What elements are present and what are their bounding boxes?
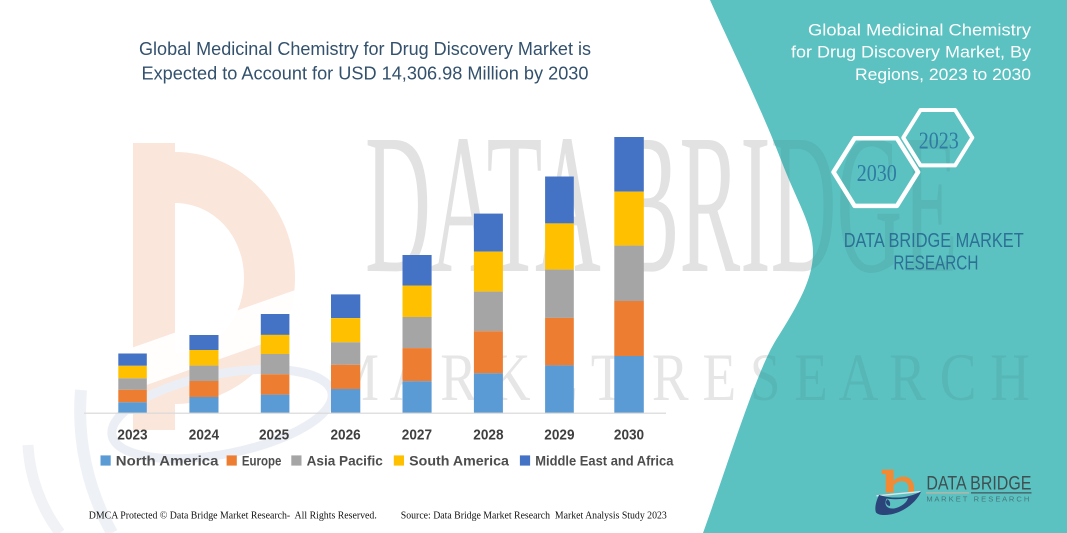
- svg-text:2025: 2025: [259, 427, 289, 443]
- svg-text:Expected to Account for USD 14: Expected to Account for USD 14,306.98 Mi…: [142, 63, 589, 84]
- svg-text:North America: North America: [116, 453, 219, 469]
- svg-text:2027: 2027: [402, 427, 432, 443]
- svg-text:M A R K E T R E S E A R C H: M A R K E T R E S E A R C H: [926, 495, 1029, 504]
- svg-text:2024: 2024: [189, 427, 220, 443]
- svg-text:South America: South America: [409, 453, 509, 469]
- svg-text:DMCA Protected © Data Bridge M: DMCA Protected © Data Bridge Market Rese…: [89, 510, 377, 522]
- svg-text:2030: 2030: [614, 427, 644, 443]
- svg-text:for Drug Discovery Market, By: for Drug Discovery Market, By: [791, 43, 1032, 62]
- svg-text:RESEARCH: RESEARCH: [893, 251, 978, 274]
- svg-text:DATA BRIDGE: DATA BRIDGE: [926, 474, 1031, 495]
- svg-text:Regions, 2023 to 2030: Regions, 2023 to 2030: [855, 65, 1031, 84]
- svg-text:2026: 2026: [331, 427, 361, 443]
- svg-text:2029: 2029: [544, 427, 574, 443]
- svg-text:Middle East and Africa: Middle East and Africa: [535, 453, 673, 469]
- svg-text:2023: 2023: [117, 427, 147, 443]
- svg-text:2028: 2028: [473, 427, 503, 443]
- svg-text:2023: 2023: [919, 128, 959, 154]
- svg-text:DATA BRIDGE MARKET: DATA BRIDGE MARKET: [844, 229, 1024, 252]
- svg-text:2030: 2030: [857, 161, 897, 187]
- svg-text:Global Medicinal Chemistry: Global Medicinal Chemistry: [808, 21, 1032, 40]
- svg-text:Global Medicinal Chemistry for: Global Medicinal Chemistry for Drug Disc…: [139, 38, 591, 59]
- svg-text:Asia Pacific: Asia Pacific: [307, 453, 383, 469]
- svg-text:Europe: Europe: [242, 453, 282, 469]
- svg-text:Source: Data Bridge Market Res: Source: Data Bridge Market Research Mark…: [401, 510, 667, 522]
